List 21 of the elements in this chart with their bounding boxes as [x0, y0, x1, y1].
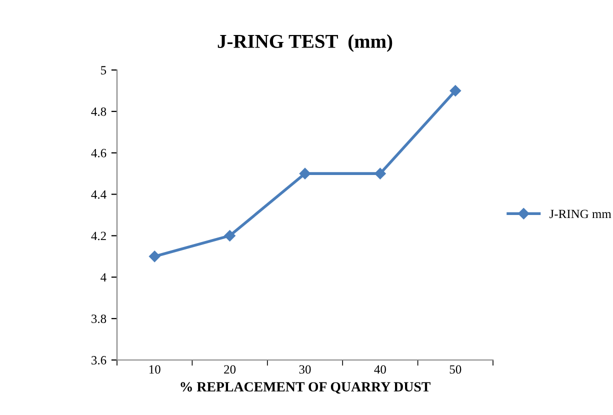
y-tick-label: 4.2 [91, 232, 106, 240]
x-axis-title: % REPLACEMENT OF QUARRY DUST [180, 382, 430, 394]
x-tick-label: 50 [450, 365, 462, 374]
chart-title: J-RING TEST (mm) [218, 34, 392, 52]
point [148, 250, 160, 262]
y-tick-label: 3.6 [92, 356, 106, 365]
y-tick-label: 5 [101, 66, 106, 74]
y-tick-label: 4.4 [91, 190, 106, 199]
legend-label: J-RING mm [550, 210, 612, 218]
y-tick-label: 3.8 [92, 314, 106, 324]
y-tick-label: 4.6 [91, 148, 106, 158]
point [374, 168, 386, 180]
point [299, 168, 311, 180]
point [224, 230, 236, 242]
y-tick-label: 4 [100, 273, 106, 282]
point [450, 85, 462, 96]
x-tick-label: 10 [149, 365, 160, 374]
y-tick-label: 4.8 [91, 107, 106, 116]
x-tick-label: 40 [374, 365, 386, 374]
x-tick-label: 30 [299, 365, 311, 374]
x-tick-label: 20 [224, 365, 236, 374]
